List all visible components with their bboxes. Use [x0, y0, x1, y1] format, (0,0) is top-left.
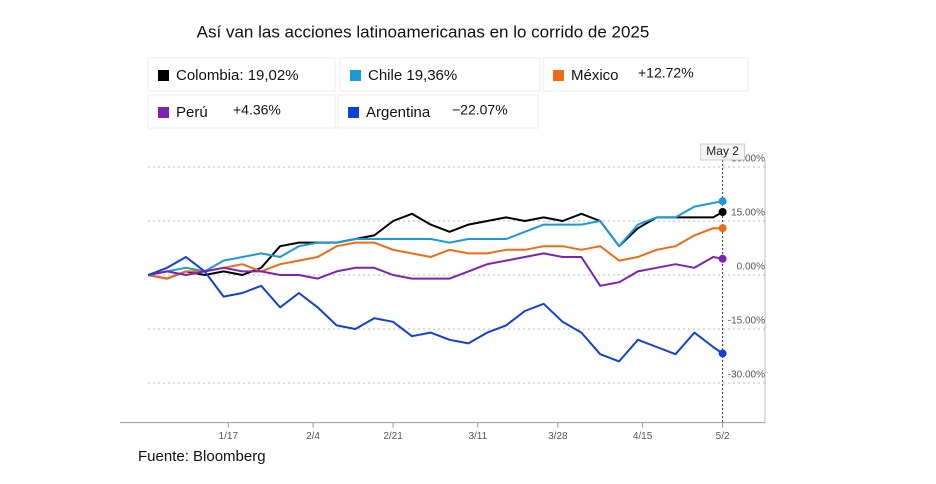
series-line: [148, 211, 724, 280]
legend-swatch: [350, 70, 361, 81]
end-dot: [718, 349, 727, 358]
legend-swatch: [158, 107, 169, 118]
legend-swatch: [553, 70, 564, 81]
legend-label: Argentina: [366, 104, 431, 121]
y-tick-label: 15.00%: [731, 208, 765, 219]
legend-swatch: [158, 70, 169, 81]
x-tick-label: 3/28: [548, 431, 568, 442]
series-line: [148, 227, 723, 280]
y-tick-label: 0.00%: [737, 262, 765, 273]
legend-box: [542, 57, 749, 92]
y-tick-label: -15.00%: [728, 316, 765, 327]
marker-box: [700, 143, 746, 161]
y-tick-label: 30.00%: [731, 154, 765, 165]
x-tick-label: 2/4: [306, 431, 320, 442]
series-line: [148, 200, 723, 276]
end-dot: [718, 254, 727, 263]
legend-change: +4.36%: [233, 102, 281, 118]
legend-label: México: [571, 67, 619, 84]
legend-change: −22.07%: [452, 102, 508, 118]
chart-title: Así van las acciones latinoamericanas en…: [197, 22, 650, 41]
end-dot: [718, 197, 727, 206]
marker-label: May 2: [706, 144, 739, 158]
x-tick-label: 5/2: [716, 431, 730, 442]
legend-label: Chile 19,36%: [368, 67, 457, 84]
legend-label: Perú: [176, 104, 208, 121]
legend-box: [339, 57, 541, 92]
legend-box: [147, 57, 336, 92]
x-tick-label: 4/15: [633, 431, 653, 442]
series-line: [148, 252, 723, 287]
x-tick-label: 2/21: [383, 431, 403, 442]
legend-box: [337, 94, 539, 129]
legend-box: [147, 94, 336, 129]
source: Fuente: Bloomberg: [138, 448, 266, 465]
end-dot: [718, 208, 727, 216]
x-tick-label: 3/11: [468, 431, 487, 442]
end-dot: [718, 224, 727, 233]
x-tick-label: 1/17: [219, 431, 239, 442]
series-line: [147, 256, 724, 363]
legend-change: +12.72%: [638, 65, 694, 81]
legend-swatch: [348, 107, 359, 118]
y-tick-label: -30.00%: [728, 370, 765, 381]
legend-label: Colombia: 19,02%: [176, 67, 299, 84]
